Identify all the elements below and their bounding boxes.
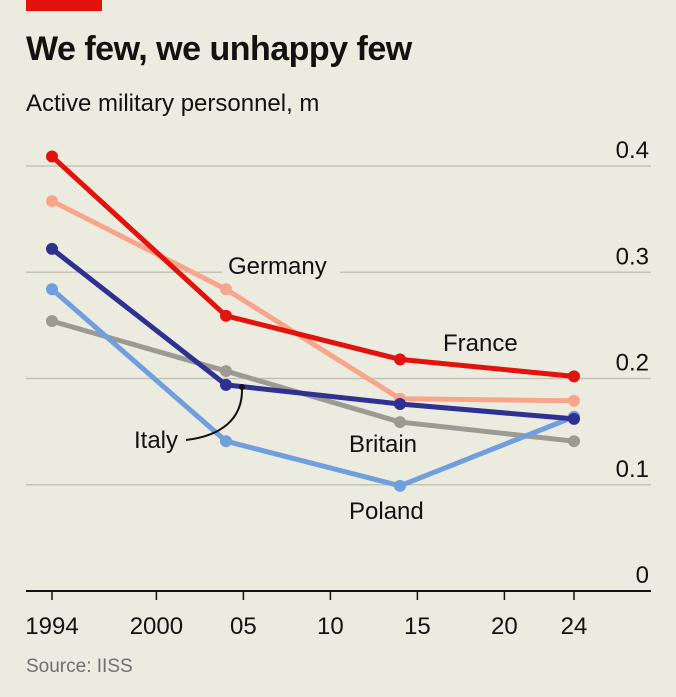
series-point-france-2014 — [394, 353, 406, 366]
series-label-italy: Italy — [134, 427, 178, 454]
germany-label-bg — [222, 250, 340, 282]
x-tick-label-15: 15 — [404, 613, 431, 640]
accent-bar — [26, 0, 102, 11]
series-line-germany — [49, 198, 577, 404]
y-tick-label-0-1: 0.1 — [616, 456, 649, 483]
series-point-italy-2024 — [568, 412, 580, 425]
x-tick-label-10: 10 — [317, 613, 344, 640]
y-tick-label-0-4: 0.4 — [616, 137, 649, 164]
series-point-germany-2024 — [568, 394, 580, 407]
series-line-italy — [49, 246, 577, 422]
series-point-britain-2004 — [220, 365, 232, 378]
series-point-poland-1994 — [46, 283, 58, 296]
series-point-italy-1994 — [46, 242, 58, 255]
series-labels: Britain Poland Germany Italy France — [134, 250, 518, 525]
series-label-france: France — [443, 330, 518, 357]
series-label-poland: Poland — [349, 498, 424, 525]
series-line-poland — [49, 286, 577, 489]
x-tick-label-1994: 1994 — [25, 613, 78, 640]
y-axis: 0 0.1 0.2 0.3 0.4 — [616, 137, 649, 589]
series-point-britain-1994 — [46, 315, 58, 328]
italy-leader-line — [185, 387, 244, 441]
series-line-france — [49, 153, 577, 379]
x-axis: 1994 2000 05 10 15 20 24 — [25, 590, 651, 640]
series-point-britain-2024 — [568, 435, 580, 448]
x-tick-label-20: 20 — [491, 613, 518, 640]
chart-title: We few, we unhappy few — [26, 30, 412, 68]
series-label-germany: Germany — [228, 253, 327, 280]
y-tick-label-0-3: 0.3 — [616, 243, 649, 270]
series-point-germany-2004 — [220, 283, 232, 296]
y-tick-label-0-2: 0.2 — [616, 350, 649, 377]
x-tick-label-05: 05 — [230, 613, 257, 640]
chart-subtitle: Active military personnel, m — [26, 90, 320, 117]
series-point-italy-2004 — [220, 378, 232, 391]
series-point-france-1994 — [46, 150, 58, 163]
series-point-britain-2014 — [394, 416, 406, 429]
italy-leader-dot — [239, 384, 245, 390]
y-tick-label-0: 0 — [636, 562, 649, 589]
x-tick-label-2000: 2000 — [130, 613, 183, 640]
series-label-britain: Britain — [349, 431, 417, 458]
series-group — [46, 150, 580, 492]
x-tick-label-24: 24 — [561, 613, 588, 640]
series-point-italy-2014 — [394, 398, 406, 410]
series-point-poland-2004 — [220, 435, 232, 448]
series-point-germany-1994 — [46, 195, 58, 208]
series-point-france-2024 — [568, 370, 580, 383]
series-point-france-2004 — [220, 309, 232, 322]
source-note: Source: IISS — [26, 656, 133, 677]
series-point-poland-2014 — [394, 479, 406, 492]
